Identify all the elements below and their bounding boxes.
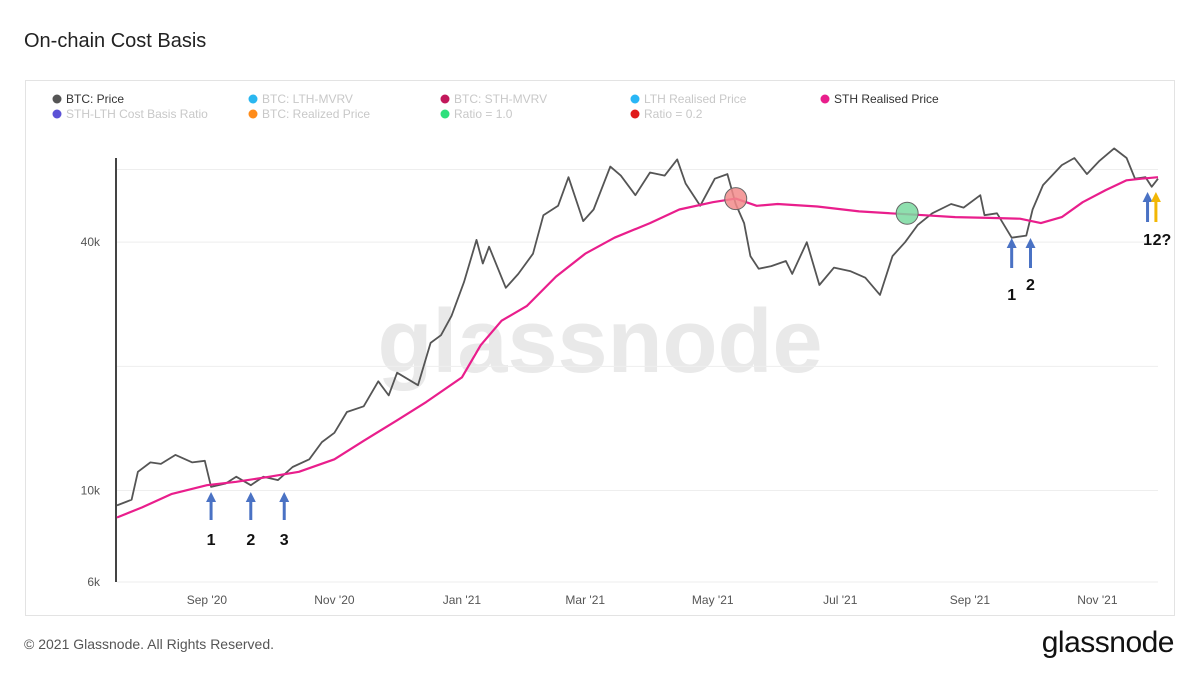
x-tick-label: Jan '21 — [443, 593, 482, 607]
annotation-arrow-head — [1006, 238, 1017, 248]
legend-label: BTC: Realized Price — [262, 107, 370, 121]
x-tick-label: Sep '21 — [950, 593, 991, 607]
highlight-circles — [724, 187, 919, 225]
series-line-sth-realised-price — [116, 176, 1159, 519]
annotation-label: 2 — [246, 532, 255, 549]
legend-label: STH Realised Price — [834, 92, 939, 106]
legend-label: LTH Realised Price — [644, 92, 747, 106]
grid-lines — [117, 169, 1158, 583]
annotation-arrow-head — [279, 492, 290, 502]
annotation-arrow-head — [206, 492, 217, 502]
copyright-text: © 2021 Glassnode. All Rights Reserved. — [24, 636, 275, 652]
legend-swatch — [52, 109, 62, 119]
annotation-4: 1 — [1006, 238, 1017, 304]
chart-frame — [25, 80, 1175, 616]
legend-item[interactable]: STH Realised Price — [820, 92, 940, 106]
x-tick-label: Sep '20 — [187, 593, 228, 607]
legend-swatch — [52, 94, 62, 104]
x-tick-label: Nov '21 — [1077, 593, 1118, 607]
annotation-arrow-head — [1150, 192, 1161, 202]
legend-item[interactable]: STH-LTH Cost Basis Ratio — [52, 107, 209, 121]
highlight-circle — [895, 201, 919, 225]
legend-label: Ratio = 1.0 — [454, 107, 513, 121]
watermark: glassnode — [377, 292, 822, 392]
y-tick-label: 10k — [81, 483, 101, 497]
x-tick-label: Jul '21 — [823, 593, 858, 607]
legend-item[interactable]: BTC: Realized Price — [248, 107, 371, 121]
annotation-arrow-head — [1025, 238, 1036, 248]
annotation-2: 2 — [245, 492, 256, 549]
legend-item[interactable]: BTC: Price — [52, 92, 125, 106]
highlight-circle — [724, 187, 748, 211]
x-tick-label: May '21 — [692, 593, 734, 607]
annotation-5: 2 — [1025, 238, 1036, 294]
legend-label: BTC: LTH-MVRV — [262, 92, 353, 106]
annotation-label: 1 — [1143, 232, 1152, 249]
annotation-label: 1 — [1007, 287, 1016, 304]
axes: 40k 10k 6k Sep '20 Nov '20 Jan '21 Mar '21 May … — [81, 158, 1118, 607]
legend-item[interactable]: BTC: LTH-MVRV — [248, 92, 353, 106]
annotation-label: 2 — [1026, 277, 1035, 294]
series-line-btc-price — [116, 147, 1159, 507]
legend-item[interactable]: Ratio = 1.0 — [440, 107, 513, 121]
legend-item[interactable]: LTH Realised Price — [630, 92, 747, 106]
glassnode-logo[interactable]: glassnode — [1041, 626, 1175, 659]
legend-label: BTC: Price — [66, 92, 124, 106]
annotation-arrow-head — [245, 492, 256, 502]
legend-swatch — [820, 94, 830, 104]
annotation-label: 2? — [1153, 232, 1172, 249]
legend-item[interactable]: Ratio = 0.2 — [630, 107, 703, 121]
legend-swatch — [440, 94, 450, 104]
legend-swatch — [630, 94, 640, 104]
annotation-6: 1 — [1142, 192, 1153, 249]
legend-swatch — [440, 109, 450, 119]
series-layer — [116, 147, 1159, 519]
annotation-arrow-head — [1142, 192, 1153, 202]
y-tick-label: 40k — [81, 235, 101, 249]
x-tick-label: Mar '21 — [565, 593, 605, 607]
page-title: On-chain Cost Basis — [24, 30, 207, 52]
annotation-3: 3 — [279, 492, 290, 549]
legend-label: BTC: STH-MVRV — [454, 92, 547, 106]
annotation-7: 2? — [1150, 192, 1172, 249]
annotation-label: 3 — [280, 532, 289, 549]
x-tick-label: Nov '20 — [314, 593, 355, 607]
legend-label: STH-LTH Cost Basis Ratio — [66, 107, 208, 121]
legend-label: Ratio = 0.2 — [644, 107, 703, 121]
legend: BTC: Price BTC: LTH-MVRV BTC: STH-MVRV LTH … — [52, 92, 940, 121]
annotation-label: 1 — [207, 532, 216, 549]
legend-item[interactable]: BTC: STH-MVRV — [440, 92, 548, 106]
legend-swatch — [248, 94, 258, 104]
legend-swatch — [630, 109, 640, 119]
annotation-1: 1 — [206, 492, 217, 549]
legend-swatch — [248, 109, 258, 119]
y-tick-label: 6k — [87, 575, 101, 589]
